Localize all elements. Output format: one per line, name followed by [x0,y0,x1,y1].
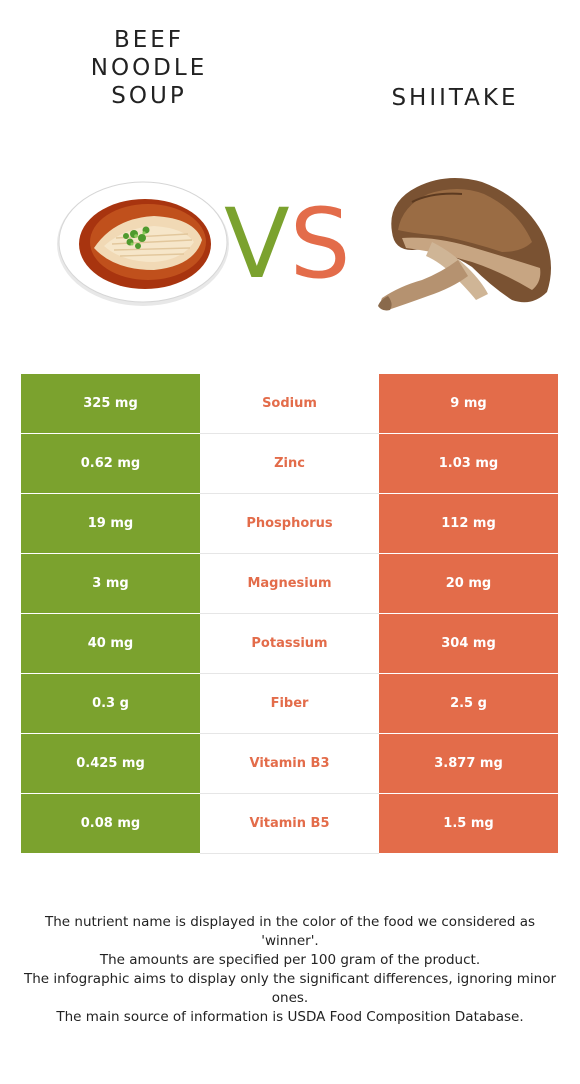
right-value: 304 mg [379,613,558,674]
right-value: 1.03 mg [379,433,558,494]
nutrient-name: Vitamin B5 [200,793,379,854]
food-title-left: Beef noodle soup [90,27,208,109]
footnote-line: The nutrient name is displayed in the co… [44,914,536,949]
nutrient-name: Sodium [200,374,379,434]
nutrient-name: Vitamin B3 [200,733,379,794]
left-value: 40 mg [21,613,200,674]
right-value: 3.877 mg [379,733,558,794]
nutrient-name: Potassium [200,613,379,674]
beef-noodle-soup-image [57,181,229,306]
left-value: 0.08 mg [21,793,200,854]
food-title-right: Shiitake [391,85,519,111]
shiitake-image [378,178,551,311]
left-value: 325 mg [21,374,200,434]
footnote-line: The main source of information is USDA F… [56,1009,524,1025]
footnote-line: The infographic aims to display only the… [23,971,557,1006]
table-row: 19 mg Phosphorus 112 mg [21,493,558,554]
table-row: 40 mg Potassium 304 mg [21,613,558,674]
table-row: 0.425 mg Vitamin B3 3.877 mg [21,733,558,794]
right-value: 9 mg [379,374,558,434]
left-value: 0.3 g [21,673,200,734]
left-value: 3 mg [21,553,200,614]
right-value: 20 mg [379,553,558,614]
table-row: 0.08 mg Vitamin B5 1.5 mg [21,793,558,854]
comparison-rows: 325 mg Sodium 9 mg 0.62 mg Zinc 1.03 mg … [21,374,558,854]
right-value: 1.5 mg [379,793,558,854]
left-value: 0.425 mg [21,733,200,794]
right-value: 112 mg [379,493,558,554]
right-value: 2.5 g [379,673,558,734]
nutrient-name: Fiber [200,673,379,734]
table-row: 325 mg Sodium 9 mg [21,374,558,434]
vs-label: VS [224,196,351,292]
nutrient-name: Zinc [200,433,379,494]
left-value: 19 mg [21,493,200,554]
footnote: The nutrient name is displayed in the co… [20,913,560,1027]
table-row: 3 mg Magnesium 20 mg [21,553,558,614]
footnote-line: The amounts are specified per 100 gram o… [99,952,481,968]
table-row: 0.62 mg Zinc 1.03 mg [21,433,558,494]
left-value: 0.62 mg [21,433,200,494]
table-row: 0.3 g Fiber 2.5 g [21,673,558,734]
nutrient-name: Phosphorus [200,493,379,554]
nutrient-name: Magnesium [200,553,379,614]
nutrient-comparison-table: 325 mg Sodium 9 mg 0.62 mg Zinc 1.03 mg … [21,374,558,854]
vs-s: S [289,188,351,300]
vs-v: V [224,188,290,300]
